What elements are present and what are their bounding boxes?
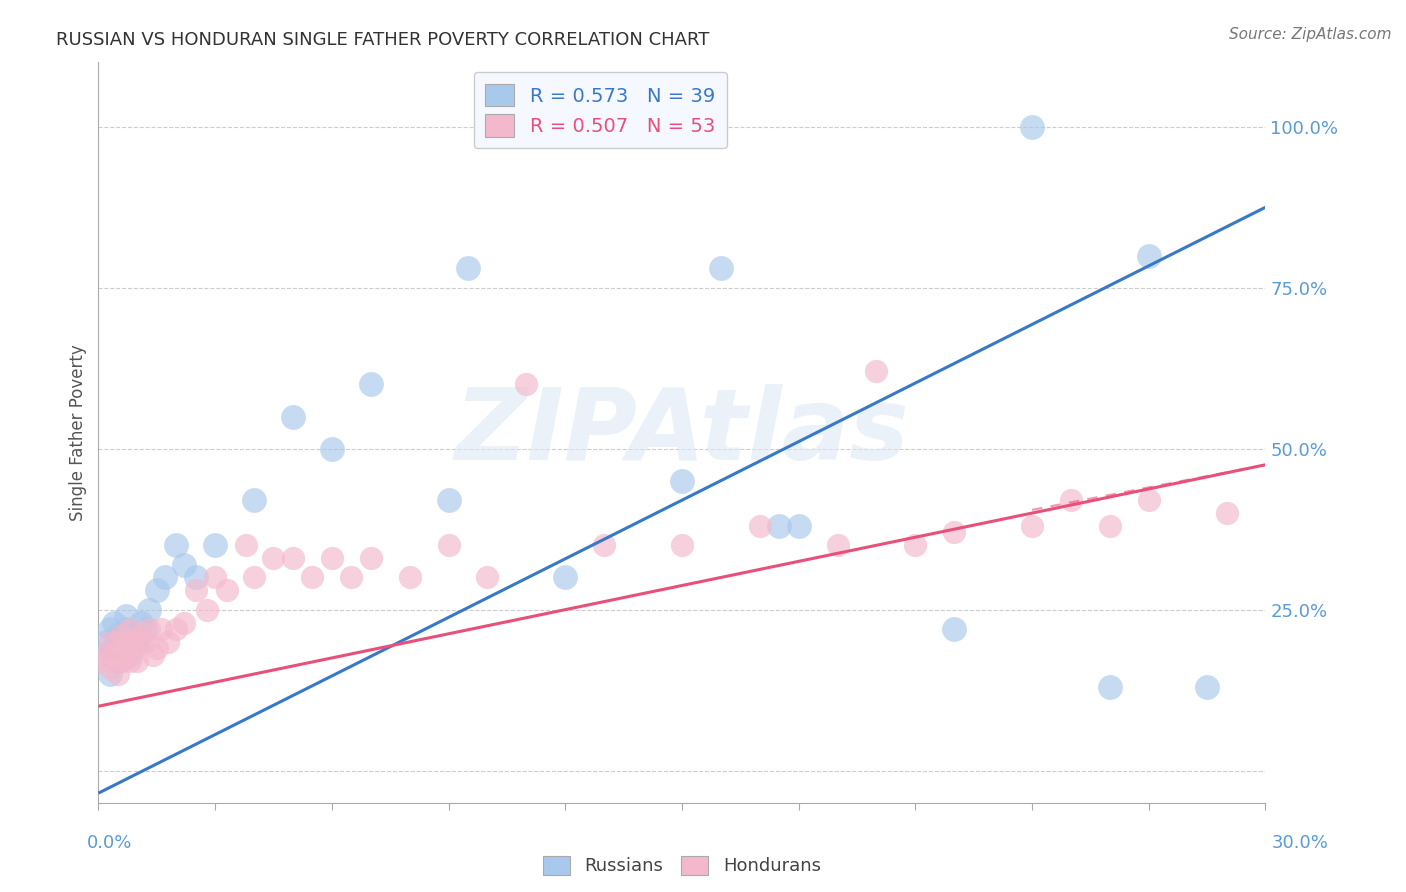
Point — [1215, 506, 1237, 520]
Point — [865, 364, 887, 378]
Text: ZIPAtlas: ZIPAtlas — [454, 384, 910, 481]
Point — [827, 538, 849, 552]
Point — [138, 602, 160, 616]
Point — [1021, 120, 1043, 134]
Point — [1021, 519, 1043, 533]
Point — [173, 615, 195, 630]
Point — [114, 635, 136, 649]
Point — [321, 551, 343, 566]
Point — [114, 622, 136, 636]
Point — [1060, 493, 1083, 508]
Point — [173, 558, 195, 572]
Point — [204, 570, 226, 584]
Point — [398, 570, 420, 584]
Point — [340, 570, 363, 584]
Point — [114, 609, 136, 624]
Point — [437, 538, 460, 552]
Point — [360, 377, 382, 392]
Point — [748, 519, 770, 533]
Point — [301, 570, 323, 584]
Point — [122, 628, 145, 642]
Point — [195, 602, 218, 616]
Point — [107, 667, 129, 681]
Point — [243, 570, 266, 584]
Y-axis label: Single Father Poverty: Single Father Poverty — [69, 344, 87, 521]
Point — [437, 493, 460, 508]
Point — [98, 622, 121, 636]
Text: 30.0%: 30.0% — [1272, 834, 1329, 852]
Point — [107, 628, 129, 642]
Point — [243, 493, 266, 508]
Point — [281, 409, 304, 424]
Point — [111, 654, 134, 668]
Point — [118, 622, 141, 636]
Point — [1098, 680, 1121, 694]
Point — [671, 474, 693, 488]
Point — [262, 551, 284, 566]
Point — [593, 538, 616, 552]
Point — [107, 635, 129, 649]
Point — [146, 641, 169, 656]
Legend: Russians, Hondurans: Russians, Hondurans — [536, 849, 828, 882]
Point — [1137, 493, 1160, 508]
Point — [184, 570, 207, 584]
Point — [204, 538, 226, 552]
Point — [111, 628, 134, 642]
Point — [129, 615, 152, 630]
Point — [165, 538, 187, 552]
Point — [943, 622, 966, 636]
Point — [710, 261, 733, 276]
Point — [118, 648, 141, 662]
Point — [787, 519, 810, 533]
Point — [91, 648, 114, 662]
Point — [515, 377, 537, 392]
Text: Source: ZipAtlas.com: Source: ZipAtlas.com — [1229, 27, 1392, 42]
Point — [127, 654, 149, 668]
Point — [142, 648, 165, 662]
Text: RUSSIAN VS HONDURAN SINGLE FATHER POVERTY CORRELATION CHART: RUSSIAN VS HONDURAN SINGLE FATHER POVERT… — [56, 31, 710, 49]
Point — [114, 648, 136, 662]
Point — [321, 442, 343, 456]
Point — [103, 615, 125, 630]
Point — [235, 538, 257, 552]
Point — [477, 570, 499, 584]
Point — [138, 622, 160, 636]
Point — [1195, 680, 1218, 694]
Point — [134, 635, 156, 649]
Point — [149, 622, 172, 636]
Point — [215, 583, 238, 598]
Point — [134, 622, 156, 636]
Point — [281, 551, 304, 566]
Point — [904, 538, 927, 552]
Point — [91, 654, 114, 668]
Text: 0.0%: 0.0% — [87, 834, 132, 852]
Point — [118, 654, 141, 668]
Point — [111, 635, 134, 649]
Point — [157, 635, 180, 649]
Point — [107, 654, 129, 668]
Point — [96, 648, 118, 662]
Point — [554, 570, 576, 584]
Point — [103, 641, 125, 656]
Point — [129, 628, 152, 642]
Point — [165, 622, 187, 636]
Point — [98, 660, 121, 674]
Point — [768, 519, 790, 533]
Point — [153, 570, 176, 584]
Point — [98, 635, 121, 649]
Point — [671, 538, 693, 552]
Point — [98, 667, 121, 681]
Point — [122, 641, 145, 656]
Point — [103, 648, 125, 662]
Point — [127, 635, 149, 649]
Point — [127, 635, 149, 649]
Point — [146, 583, 169, 598]
Point — [943, 525, 966, 540]
Point — [184, 583, 207, 598]
Point — [96, 635, 118, 649]
Point — [1137, 249, 1160, 263]
Point — [1098, 519, 1121, 533]
Point — [457, 261, 479, 276]
Point — [360, 551, 382, 566]
